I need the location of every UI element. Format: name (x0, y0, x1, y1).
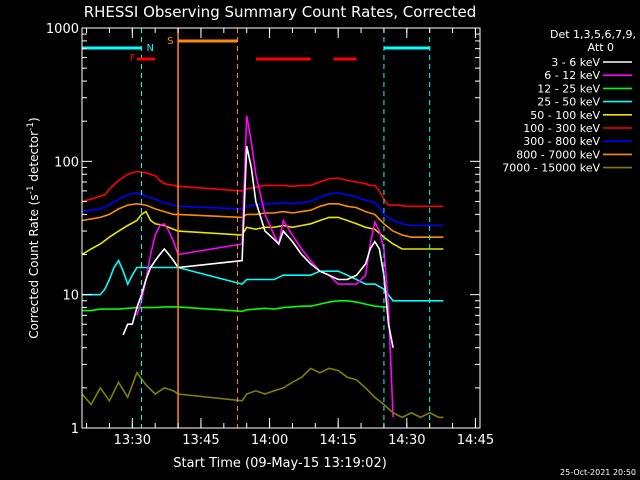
legend-label-0: 3 - 6 keV (551, 56, 600, 69)
flare-flag-label: F (130, 53, 136, 64)
x-tick-label-5: 14:45 (457, 433, 494, 448)
x-axis-label: Start Time (09-May-15 13:19:02) (173, 456, 387, 471)
legend-label-1: 6 - 12 keV (544, 69, 600, 82)
series-line-12-25-kev (82, 299, 389, 313)
plot-frame (81, 27, 481, 429)
y-tick-label-3: 1000 (46, 22, 79, 37)
legend-label-5: 100 - 300 keV (523, 122, 600, 135)
legend-label-4: 50 - 100 keV (530, 109, 600, 122)
series-line-7000-15000-kev (82, 367, 444, 419)
saa-flag-label: S (167, 36, 173, 47)
axes: 1 10 100 1000 13:30 13:45 14:00 14:15 14:30 14:45 (46, 22, 494, 448)
legend-label-8: 7000 - 15000 keV (502, 162, 600, 175)
x-tick-label-0: 13:30 (114, 433, 151, 448)
y-tick-label-0: 1 (71, 422, 79, 437)
x-tick-label-2: 14:00 (251, 433, 288, 448)
series-line-800-7000-kev (82, 202, 444, 238)
legend-label-2: 12 - 25 keV (537, 82, 600, 95)
x-tick-label-4: 14:30 (388, 433, 425, 448)
x-tick-label-1: 13:45 (182, 433, 219, 448)
y-tick-label-2: 100 (54, 155, 79, 170)
plot-area: NF S (82, 28, 444, 428)
y-axis-label: Corrected Count Rate (s-1 detector-1) (26, 117, 41, 338)
footer-date: 25-Oct-2021 20:50 (560, 468, 636, 477)
series-group (82, 115, 444, 419)
legend-label-3: 25 - 50 keV (537, 96, 600, 109)
series-line-100-300-kev (82, 170, 444, 208)
series-line-300-800-kev (82, 192, 444, 227)
series-line-50-100-kev (82, 210, 444, 256)
series-line-3-6-kev (122, 145, 394, 348)
legend-header-attenuator: Att 0 (588, 41, 614, 54)
legend-header-detectors: Det 1,3,5,6,7,9, (550, 28, 636, 41)
x-tick-label-3: 14:15 (319, 433, 356, 448)
chart-title: RHESSI Observing Summary Count Rates, Co… (84, 3, 477, 21)
legend-label-7: 800 - 7000 keV (516, 148, 600, 161)
y-tick-label-1: 10 (62, 289, 79, 304)
night-flag-label: N (146, 43, 153, 54)
legend-label-6: 300 - 800 keV (523, 135, 600, 148)
